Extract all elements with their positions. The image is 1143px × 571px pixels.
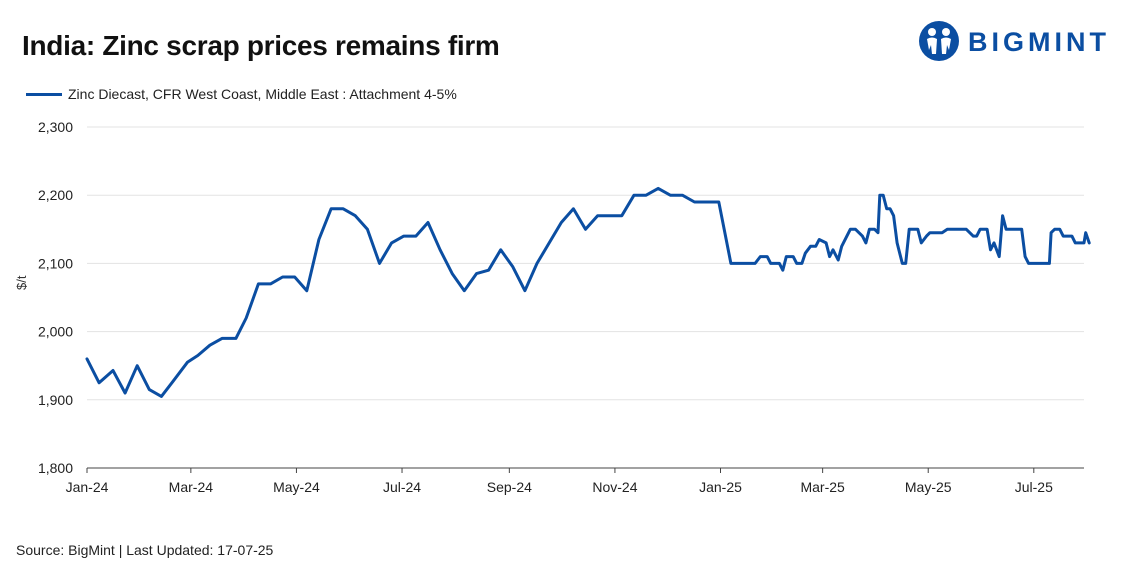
legend-swatch [26,93,62,96]
x-tick-label: Mar-24 [169,479,214,495]
chart-title: India: Zinc scrap prices remains firm [22,30,500,61]
x-tick-label: Jan-25 [699,479,742,495]
y-tick-label: 2,100 [38,255,73,271]
series-line [85,186,1091,398]
x-axis-ticks: Jan-24 Mar-24 May-24 Jul-24 Sep-24 Nov-24 Jan-… [66,468,1053,495]
logo-text: BIGMINT [968,27,1110,57]
x-tick-label: May-25 [905,479,952,495]
bigmint-logo: BIGMINT [918,20,1133,66]
x-tick-label: Jul-24 [383,479,421,495]
x-tick-label: Jul-25 [1015,479,1053,495]
x-tick-label: May-24 [273,479,320,495]
legend-label: Zinc Diecast, CFR West Coast, Middle Eas… [68,86,457,102]
gridlines [87,126,1084,401]
y-tick-label: 1,900 [38,392,73,408]
source-note: Source: BigMint | Last Updated: 17-07-25 [16,542,274,558]
x-tick-label: Nov-24 [592,479,637,495]
y-tick-label: 1,800 [38,460,73,476]
logo-people-icon [919,21,959,61]
x-tick-label: Sep-24 [487,479,532,495]
x-tick-label: Jan-24 [66,479,109,495]
y-axis-ticks: 1,800 1,900 2,000 2,100 2,200 2,300 [38,119,73,476]
x-tick-label: Mar-25 [800,479,845,495]
y-tick-label: 2,000 [38,324,73,340]
y-tick-label: 2,200 [38,187,73,203]
y-tick-label: 2,300 [38,119,73,135]
